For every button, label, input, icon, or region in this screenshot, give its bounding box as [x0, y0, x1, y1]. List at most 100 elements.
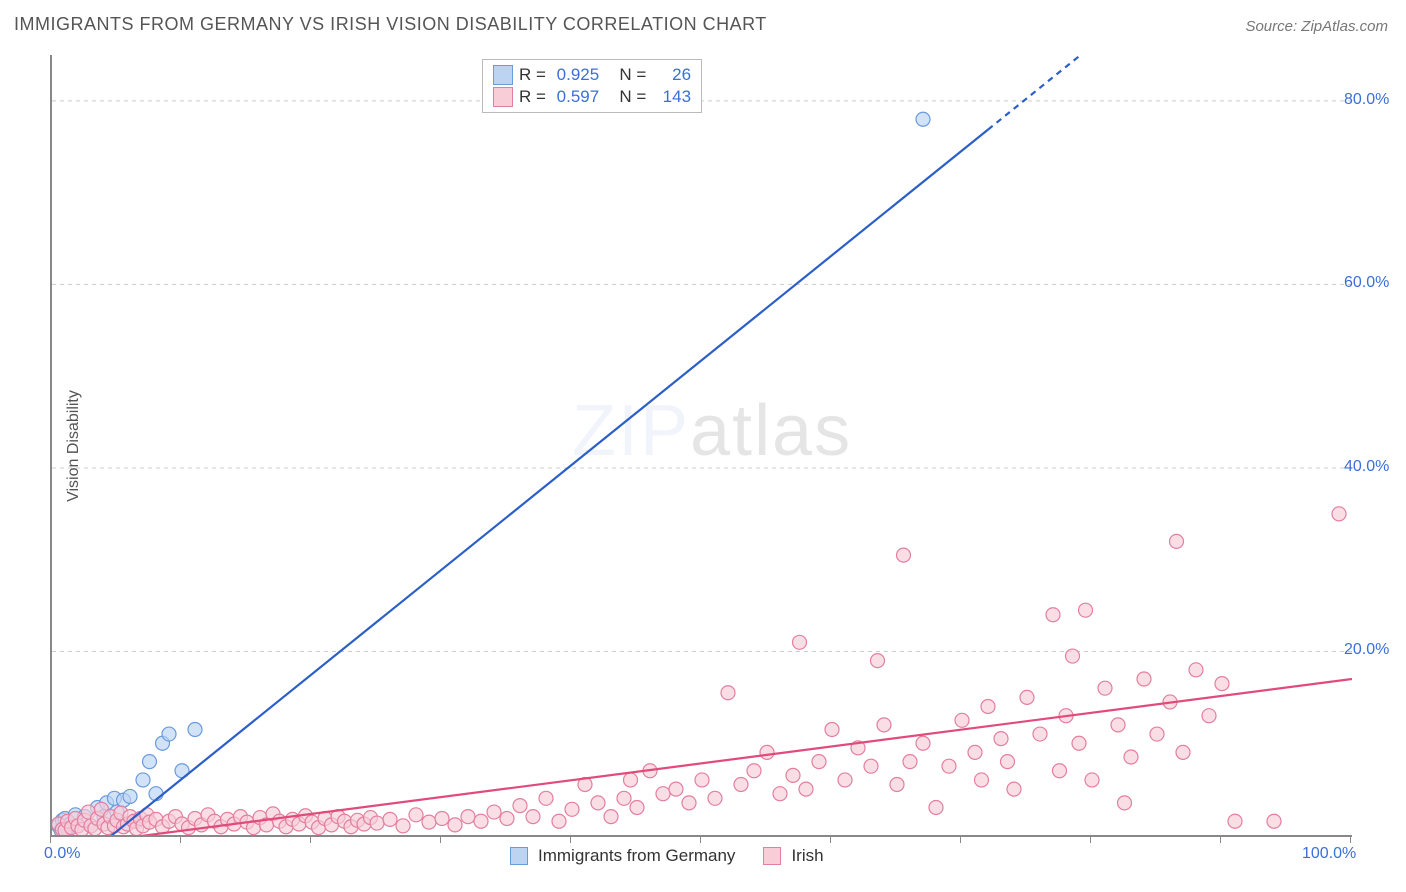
data-point [1066, 649, 1080, 663]
legend-swatch [763, 847, 781, 865]
data-point [1007, 782, 1021, 796]
x-tick-mark [180, 835, 181, 843]
legend-series-label: Immigrants from Germany [538, 846, 735, 866]
data-point [1202, 709, 1216, 723]
data-point [695, 773, 709, 787]
data-point [591, 796, 605, 810]
data-point [929, 800, 943, 814]
data-point [1124, 750, 1138, 764]
data-point [552, 814, 566, 828]
data-point [1189, 663, 1203, 677]
data-point [1118, 796, 1132, 810]
x-tick-mark [1220, 835, 1221, 843]
data-point [708, 791, 722, 805]
data-point [799, 782, 813, 796]
data-point [656, 787, 670, 801]
legend-n-label: N = [605, 64, 651, 86]
data-point [1085, 773, 1099, 787]
data-point [513, 799, 527, 813]
legend-swatch [493, 87, 513, 107]
trend-line-dashed [988, 55, 1092, 130]
data-point [422, 815, 436, 829]
x-tick-mark [50, 835, 51, 843]
data-point [1176, 745, 1190, 759]
data-point [864, 759, 878, 773]
data-point [1111, 718, 1125, 732]
data-point [370, 816, 384, 830]
data-point [942, 759, 956, 773]
data-point [500, 811, 514, 825]
correlation-legend-row: R = 0.925 N = 26 [493, 64, 691, 86]
data-point [1267, 814, 1281, 828]
data-point [461, 810, 475, 824]
data-point [396, 819, 410, 833]
x-tick-mark [830, 835, 831, 843]
data-point [975, 773, 989, 787]
legend-r-value: 0.597 [557, 86, 600, 108]
data-point [773, 787, 787, 801]
data-point [1033, 727, 1047, 741]
data-point [1228, 814, 1242, 828]
legend-n-value: 143 [657, 86, 691, 108]
data-point [474, 814, 488, 828]
data-point [897, 548, 911, 562]
plot-svg [52, 55, 1352, 835]
data-point [526, 810, 540, 824]
data-point [1137, 672, 1151, 686]
legend-r-label: R = [519, 64, 551, 86]
data-point [565, 802, 579, 816]
data-point [624, 773, 638, 787]
data-point [1170, 534, 1184, 548]
data-point [1332, 507, 1346, 521]
plot-area: ZIPatlas R = 0.925 N = 26R = 0.597 N = 1… [50, 55, 1352, 837]
data-point [747, 764, 761, 778]
data-point [630, 800, 644, 814]
legend-n-value: 26 [657, 64, 691, 86]
x-tick-mark [700, 835, 701, 843]
series-legend: Immigrants from GermanyIrish [510, 846, 842, 866]
data-point [955, 713, 969, 727]
y-tick-label: 40.0% [1344, 458, 1389, 476]
x-tick-mark [570, 835, 571, 843]
legend-swatch [510, 847, 528, 865]
legend-r-value: 0.925 [557, 64, 600, 86]
data-point [825, 722, 839, 736]
data-point [435, 811, 449, 825]
x-tick-label: 100.0% [1302, 845, 1356, 863]
data-point [981, 700, 995, 714]
data-point [162, 727, 176, 741]
data-point [1020, 690, 1034, 704]
data-point [1053, 764, 1067, 778]
legend-swatch [493, 65, 513, 85]
data-point [123, 789, 137, 803]
y-tick-label: 80.0% [1344, 91, 1389, 109]
y-tick-label: 20.0% [1344, 641, 1389, 659]
data-point [877, 718, 891, 732]
data-point [838, 773, 852, 787]
data-point [890, 778, 904, 792]
source-label: Source: ZipAtlas.com [1245, 18, 1388, 35]
data-point [1215, 677, 1229, 691]
data-point [1079, 603, 1093, 617]
data-point [604, 810, 618, 824]
data-point [1001, 755, 1015, 769]
data-point [409, 808, 423, 822]
data-point [994, 732, 1008, 746]
data-point [734, 778, 748, 792]
data-point [871, 654, 885, 668]
x-tick-mark [1090, 835, 1091, 843]
data-point [721, 686, 735, 700]
data-point [812, 755, 826, 769]
data-point [539, 791, 553, 805]
y-tick-label: 60.0% [1344, 274, 1389, 292]
data-point [916, 736, 930, 750]
data-point [487, 805, 501, 819]
data-point [1046, 608, 1060, 622]
data-point [682, 796, 696, 810]
data-point [793, 635, 807, 649]
data-point [916, 112, 930, 126]
x-tick-mark [960, 835, 961, 843]
legend-r-label: R = [519, 86, 551, 108]
correlation-legend-row: R = 0.597 N = 143 [493, 86, 691, 108]
data-point [617, 791, 631, 805]
